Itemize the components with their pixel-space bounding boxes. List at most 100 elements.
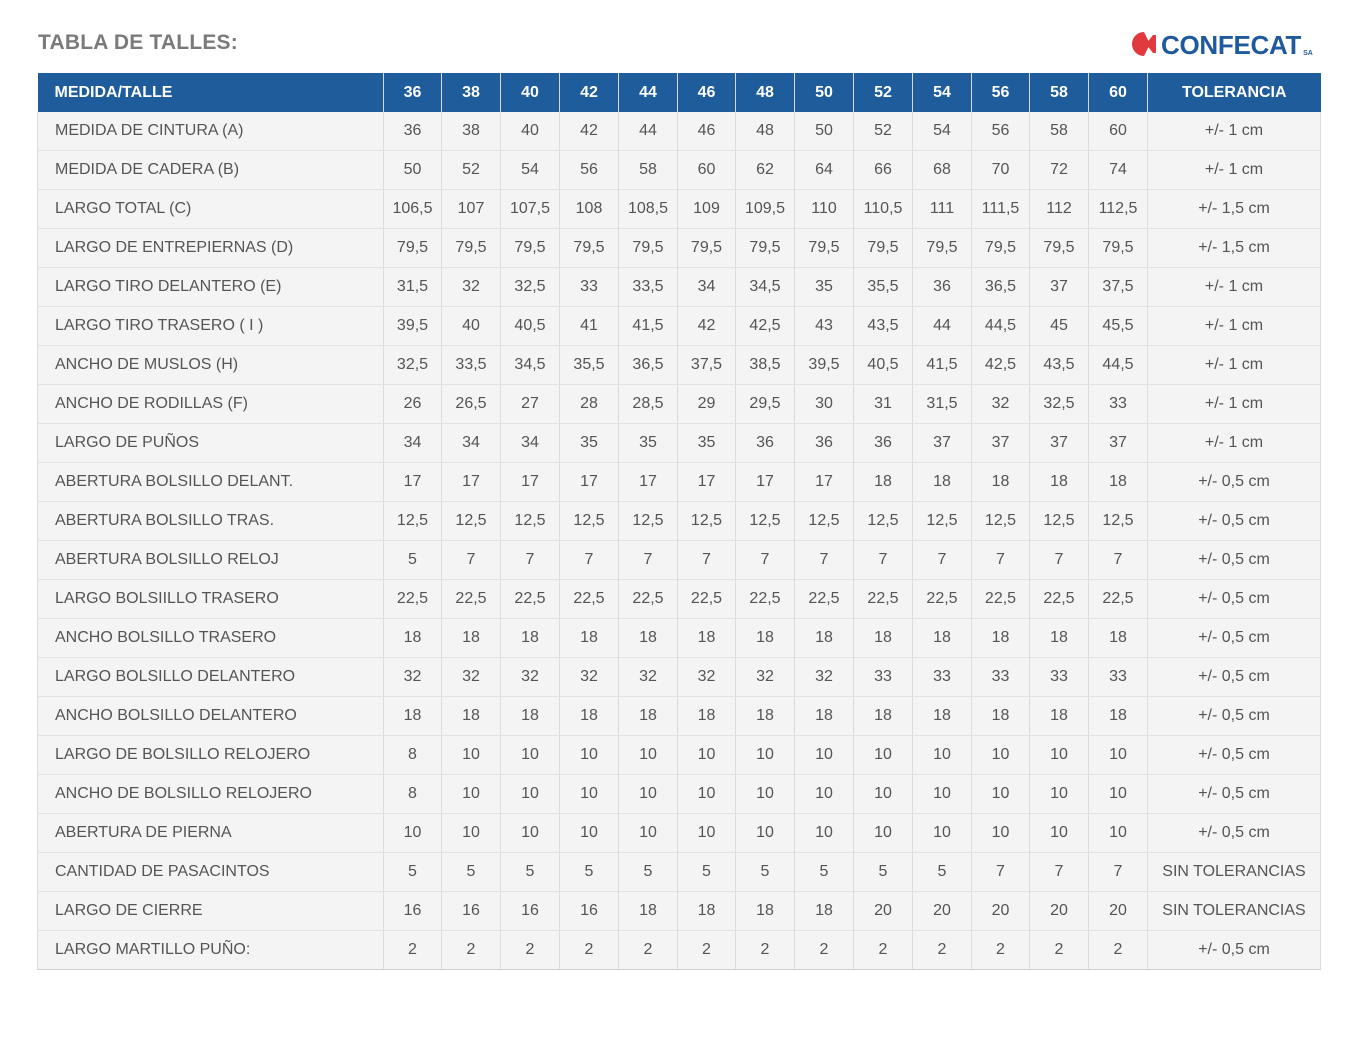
size-value-cell: 7 <box>912 540 972 580</box>
size-value-cell: 17 <box>559 462 619 502</box>
size-value-cell: 10 <box>971 813 1030 853</box>
size-value-cell: 10 <box>441 735 501 775</box>
size-value-cell: 17 <box>794 462 854 502</box>
column-header-size: 38 <box>441 73 501 112</box>
table-row: LARGO TIRO TRASERO ( I ) 39,5 40 40,5 41 41,5… <box>37 306 1321 346</box>
tolerance-cell: +/- 0,5 cm <box>1147 540 1321 580</box>
size-value-cell: 44,5 <box>1088 345 1148 385</box>
size-value-cell: 7 <box>794 540 854 580</box>
size-value-cell: 72 <box>1029 150 1089 190</box>
size-value-cell: 10 <box>912 735 972 775</box>
size-value-cell: 52 <box>441 150 501 190</box>
size-value-cell: 28,5 <box>618 384 678 424</box>
column-header-size: 50 <box>794 73 854 112</box>
size-value-cell: 18 <box>971 696 1030 736</box>
size-value-cell: 32 <box>441 267 501 307</box>
size-value-cell: 32 <box>677 657 736 697</box>
size-value-cell: 17 <box>618 462 678 502</box>
size-value-cell: 45 <box>1029 306 1089 346</box>
size-value-cell: 22,5 <box>441 579 501 619</box>
size-value-cell: 7 <box>853 540 913 580</box>
size-value-cell: 42,5 <box>735 306 795 346</box>
size-value-cell: 7 <box>1088 540 1148 580</box>
size-value-cell: 43,5 <box>853 306 913 346</box>
table-row: ANCHO BOLSILLO DELANTERO 18 18 18 18 18 18 18 18… <box>37 696 1321 736</box>
size-value-cell: 10 <box>853 735 913 775</box>
tolerance-cell: +/- 0,5 cm <box>1147 579 1321 619</box>
size-value-cell: 38,5 <box>735 345 795 385</box>
size-value-cell: 26,5 <box>441 384 501 424</box>
size-value-cell: 33 <box>971 657 1030 697</box>
table-row: LARGO BOLSILLO DELANTERO 32 32 32 32 32 32 32 32… <box>37 657 1321 697</box>
size-table: MEDIDA/TALLE 36 38 40 42 44 46 48 50 52 54 56 58 60 TO… <box>37 73 1321 970</box>
size-value-cell: 40,5 <box>853 345 913 385</box>
size-value-cell: 36 <box>853 423 913 463</box>
measure-label: ANCHO DE RODILLAS (F) <box>37 384 384 424</box>
size-value-cell: 10 <box>1029 813 1089 853</box>
size-value-cell: 33 <box>912 657 972 697</box>
size-value-cell: 32 <box>500 657 560 697</box>
size-value-cell: 18 <box>794 618 854 658</box>
column-header-tolerance: TOLERANCIA <box>1147 73 1321 112</box>
measure-label: LARGO TIRO DELANTERO (E) <box>37 267 384 307</box>
column-header-size: 52 <box>853 73 913 112</box>
size-value-cell: 33 <box>853 657 913 697</box>
size-value-cell: 31,5 <box>383 267 442 307</box>
size-value-cell: 18 <box>794 891 854 931</box>
size-value-cell: 79,5 <box>677 228 736 268</box>
size-value-cell: 22,5 <box>853 579 913 619</box>
tolerance-cell: SIN TOLERANCIAS <box>1147 891 1321 931</box>
size-value-cell: 5 <box>559 852 619 892</box>
size-value-cell: 39,5 <box>794 345 854 385</box>
size-value-cell: 10 <box>500 813 560 853</box>
column-header-size: 44 <box>618 73 678 112</box>
size-value-cell: 2 <box>853 930 913 970</box>
table-row: ANCHO DE BOLSILLO RELOJERO 8 10 10 10 10 10 10 1… <box>37 774 1321 814</box>
size-value-cell: 27 <box>500 384 560 424</box>
size-value-cell: 5 <box>618 852 678 892</box>
size-value-cell: 34 <box>500 423 560 463</box>
size-value-cell: 41 <box>559 306 619 346</box>
size-value-cell: 17 <box>500 462 560 502</box>
size-value-cell: 10 <box>677 813 736 853</box>
size-value-cell: 50 <box>794 112 854 151</box>
logo-suffix: SA <box>1303 50 1313 57</box>
size-value-cell: 12,5 <box>912 501 972 541</box>
size-value-cell: 20 <box>1088 891 1148 931</box>
size-value-cell: 18 <box>853 618 913 658</box>
size-value-cell: 10 <box>853 813 913 853</box>
size-value-cell: 18 <box>1088 618 1148 658</box>
size-value-cell: 12,5 <box>971 501 1030 541</box>
size-value-cell: 58 <box>618 150 678 190</box>
size-value-cell: 10 <box>1088 735 1148 775</box>
measure-label: ABERTURA BOLSILLO DELANT. <box>37 462 384 502</box>
size-value-cell: 33 <box>1088 657 1148 697</box>
size-value-cell: 42 <box>677 306 736 346</box>
tolerance-cell: +/- 1 cm <box>1147 384 1321 424</box>
size-value-cell: 50 <box>383 150 442 190</box>
size-value-cell: 36,5 <box>971 267 1030 307</box>
tolerance-cell: +/- 1 cm <box>1147 150 1321 190</box>
size-value-cell: 18 <box>1029 618 1089 658</box>
measure-label: LARGO TOTAL (C) <box>37 189 384 229</box>
size-value-cell: 32 <box>618 657 678 697</box>
size-value-cell: 17 <box>383 462 442 502</box>
size-value-cell: 62 <box>735 150 795 190</box>
size-value-cell: 5 <box>912 852 972 892</box>
table-row: LARGO TIRO DELANTERO (E) 31,5 32 32,5 33 33,5… <box>37 267 1321 307</box>
measure-label: LARGO MARTILLO PUÑO: <box>37 930 384 970</box>
size-value-cell: 110,5 <box>853 189 913 229</box>
size-value-cell: 18 <box>912 462 972 502</box>
size-value-cell: 29,5 <box>735 384 795 424</box>
size-value-cell: 7 <box>441 540 501 580</box>
size-value-cell: 34,5 <box>500 345 560 385</box>
size-value-cell: 12,5 <box>794 501 854 541</box>
measure-label: CANTIDAD DE PASACINTOS <box>37 852 384 892</box>
size-value-cell: 32,5 <box>500 267 560 307</box>
size-value-cell: 12,5 <box>735 501 795 541</box>
measure-label: MEDIDA DE CINTURA (A) <box>37 112 384 151</box>
size-value-cell: 58 <box>1029 112 1089 151</box>
size-value-cell: 10 <box>618 813 678 853</box>
size-value-cell: 10 <box>441 813 501 853</box>
size-value-cell: 18 <box>971 462 1030 502</box>
